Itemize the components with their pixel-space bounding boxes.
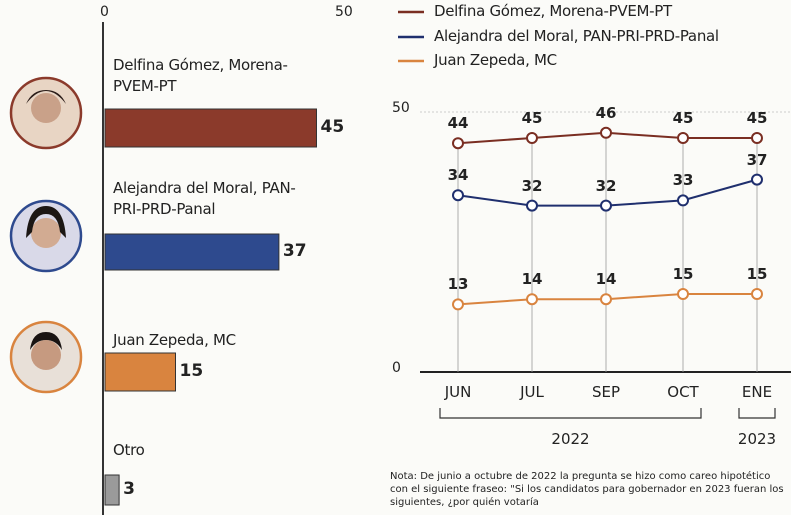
bar — [104, 233, 280, 271]
bar — [104, 352, 176, 392]
photo-face — [31, 93, 61, 123]
point — [452, 137, 464, 150]
data-label: 45 — [521, 109, 543, 127]
data-label: 13 — [447, 275, 469, 294]
group-label: 2023 — [737, 430, 777, 448]
x-tick-label: ENE — [741, 383, 773, 401]
x-tick-label: 0 — [100, 4, 109, 20]
data-label: 14 — [521, 270, 543, 289]
point — [677, 288, 689, 300]
data-label: 44 — [447, 114, 469, 133]
bar-category-label: Delfina Gómez, Morena-PVEM-PT — [113, 56, 288, 95]
y-tick-label: 0 — [392, 360, 401, 376]
data-label: 46 — [595, 103, 617, 122]
point — [677, 132, 689, 144]
point — [677, 194, 689, 207]
bar-category-label: Juan Zepeda, MC — [113, 331, 236, 349]
group-bracket — [738, 408, 776, 419]
point — [600, 199, 612, 212]
point — [751, 132, 763, 144]
bar-value-label: 37 — [282, 241, 307, 261]
point — [526, 132, 538, 144]
data-label: 45 — [672, 109, 694, 127]
point — [751, 288, 763, 300]
data-label: 34 — [447, 166, 469, 185]
x-tick-label: JUN — [444, 383, 472, 401]
photo-hair — [30, 332, 62, 350]
point — [600, 126, 612, 139]
photo-hair — [26, 206, 66, 238]
photo-face — [31, 340, 61, 370]
bar-category-label: Otro — [113, 441, 145, 459]
note: Nota: De junio a octubre de 2022 la preg… — [390, 471, 784, 508]
legend-label: Juan Zepeda, MC — [434, 51, 557, 69]
photo-face — [31, 218, 61, 248]
point — [526, 199, 538, 212]
photos — [9, 76, 83, 394]
photo-hair — [26, 90, 66, 104]
group-bracket — [439, 408, 702, 419]
data-label: 15 — [672, 265, 694, 283]
bar-category-label: Alejandra del Moral, PAN-PRI-PRD-Panal — [113, 179, 296, 218]
point — [526, 293, 538, 306]
bar-value-label: 3 — [123, 479, 135, 499]
bar-value-label: 15 — [179, 361, 204, 381]
data-label: 32 — [521, 176, 543, 195]
data-label: 33 — [672, 171, 694, 190]
legend-label: Delfina Gómez, Morena-PVEM-PT — [434, 2, 672, 20]
bar-value-label: 45 — [320, 117, 345, 137]
legend-label: Alejandra del Moral, PAN-PRI-PRD-Panal — [434, 27, 719, 45]
data-label: 14 — [595, 270, 617, 289]
data-label: 15 — [746, 265, 768, 283]
point — [600, 293, 612, 306]
x-tick-label: SEP — [591, 383, 621, 401]
x-tick-label: OCT — [667, 383, 699, 401]
x-tick-label: 50 — [335, 4, 353, 20]
data-label: 37 — [746, 150, 768, 169]
point — [452, 298, 464, 311]
bar — [104, 474, 120, 506]
y-tick-label: 50 — [392, 100, 410, 116]
data-label: 45 — [746, 109, 768, 127]
data-label: 32 — [595, 176, 617, 195]
point — [452, 189, 464, 202]
x-tick-label: JUL — [520, 383, 544, 401]
bar — [104, 108, 317, 148]
group-label: 2022 — [551, 430, 590, 448]
point — [751, 173, 763, 186]
